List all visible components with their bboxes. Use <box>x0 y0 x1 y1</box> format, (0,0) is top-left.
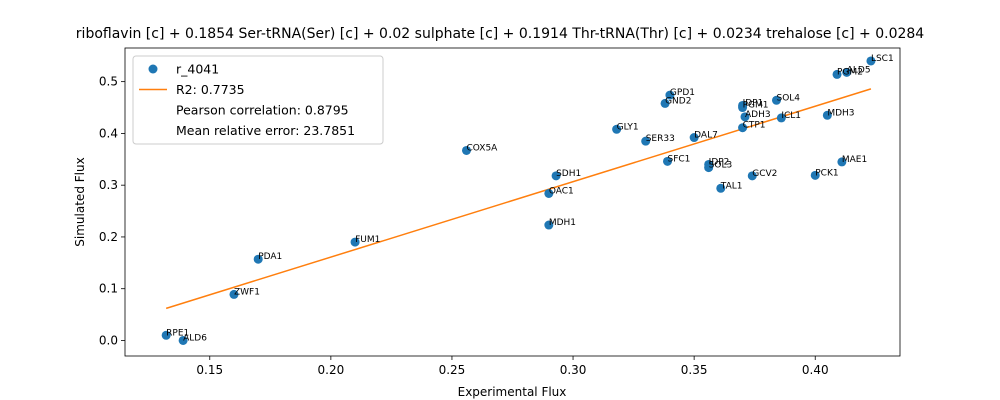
point-label: ADH3 <box>745 110 771 120</box>
fit-line <box>165 88 872 310</box>
data-point <box>738 123 748 133</box>
legend-box <box>132 55 384 145</box>
point-label: PGM2 <box>837 67 863 77</box>
data-point <box>178 335 188 345</box>
point-label: ALD5 <box>847 65 871 75</box>
data-point <box>810 170 820 180</box>
data-point <box>663 156 672 166</box>
data-point <box>350 237 360 247</box>
data-point <box>747 171 757 181</box>
data-point <box>641 136 651 146</box>
data-point <box>704 163 714 173</box>
y-tick-label: 0.3 <box>99 178 118 192</box>
point-label: FUM1 <box>355 235 380 245</box>
x-tick-label: 0.30 <box>560 363 587 377</box>
point-label: LSC1 <box>871 54 894 64</box>
data-point <box>689 133 699 143</box>
point-label: IDP1 <box>743 98 764 108</box>
data-point <box>837 157 847 167</box>
point-label: COX5A <box>466 143 498 153</box>
legend: r_4041 R2: 0.7735 Pearson correlation: 0.8… <box>132 55 384 145</box>
y-tick-label: 0.1 <box>99 282 118 296</box>
data-point <box>842 67 852 77</box>
point-label: OAC1 <box>549 186 574 196</box>
x-axis-label: Experimental Flux <box>458 385 567 399</box>
point-label: GCV2 <box>752 169 777 179</box>
data-point <box>544 188 554 198</box>
point-label: DAL7 <box>694 131 718 141</box>
point-label: ALD6 <box>183 333 207 343</box>
point-label: IDP2 <box>709 157 730 167</box>
data-point <box>161 330 171 340</box>
x-tick-label: 0.25 <box>439 363 466 377</box>
point-label: SOL3 <box>709 161 733 171</box>
point-label: MDH3 <box>827 108 854 118</box>
plot-frame <box>124 47 901 357</box>
data-point <box>771 95 781 105</box>
point-label: PCK1 <box>815 168 838 178</box>
data-point <box>253 254 263 264</box>
point-label: ZWF1 <box>234 287 260 297</box>
point-label: MAE1 <box>842 155 867 165</box>
chart-title: riboflavin [c] + 0.1854 Ser-tRNA(Ser) [c… <box>76 26 924 42</box>
point-label: PGM1 <box>743 101 769 111</box>
data-point <box>832 69 842 79</box>
point-label: CTP1 <box>743 121 766 131</box>
point-label: GPD1 <box>670 88 695 98</box>
point-label: SDH1 <box>556 169 581 179</box>
point-label: RPE1 <box>166 328 189 338</box>
data-point <box>612 124 622 134</box>
point-label: TAL1 <box>720 181 743 191</box>
point-label: MDH1 <box>549 218 576 228</box>
legend-entry: Pearson correlation: 0.8795 <box>176 103 349 118</box>
data-point <box>716 183 726 193</box>
data-point <box>660 98 670 108</box>
x-tick-label: 0.35 <box>681 363 708 377</box>
data-point <box>544 220 554 230</box>
x-tick-label: 0.40 <box>802 363 829 377</box>
y-axis-label: Simulated Flux <box>73 157 87 246</box>
data-point <box>551 171 561 181</box>
data-point <box>738 103 748 113</box>
x-tick-label: 0.15 <box>196 363 223 377</box>
point-label: GND2 <box>665 96 691 106</box>
point-label: PDA1 <box>258 252 282 262</box>
legend-marker <box>148 64 158 74</box>
data-point <box>461 145 471 155</box>
data-point <box>229 289 239 299</box>
data-point <box>866 56 876 66</box>
data-point <box>665 90 675 100</box>
data-point <box>776 113 786 123</box>
legend-entry: R2: 0.7735 <box>176 82 245 97</box>
legend-entry: r_4041 <box>176 62 219 77</box>
y-tick-label: 0.5 <box>99 75 118 89</box>
point-label: ICL1 <box>781 111 801 121</box>
y-tick-label: 0.0 <box>99 333 118 347</box>
legend-entry: Mean relative error: 23.7851 <box>176 123 355 138</box>
y-tick-label: 0.4 <box>99 126 118 140</box>
point-label: SFC1 <box>668 154 691 164</box>
point-label: SOL4 <box>776 93 800 103</box>
x-tick-label: 0.20 <box>318 363 345 377</box>
data-point <box>822 110 832 120</box>
point-label: SER33 <box>646 134 675 144</box>
data-point <box>740 112 750 122</box>
point-label: GLY1 <box>617 122 639 132</box>
y-tick-label: 0.2 <box>99 230 118 244</box>
